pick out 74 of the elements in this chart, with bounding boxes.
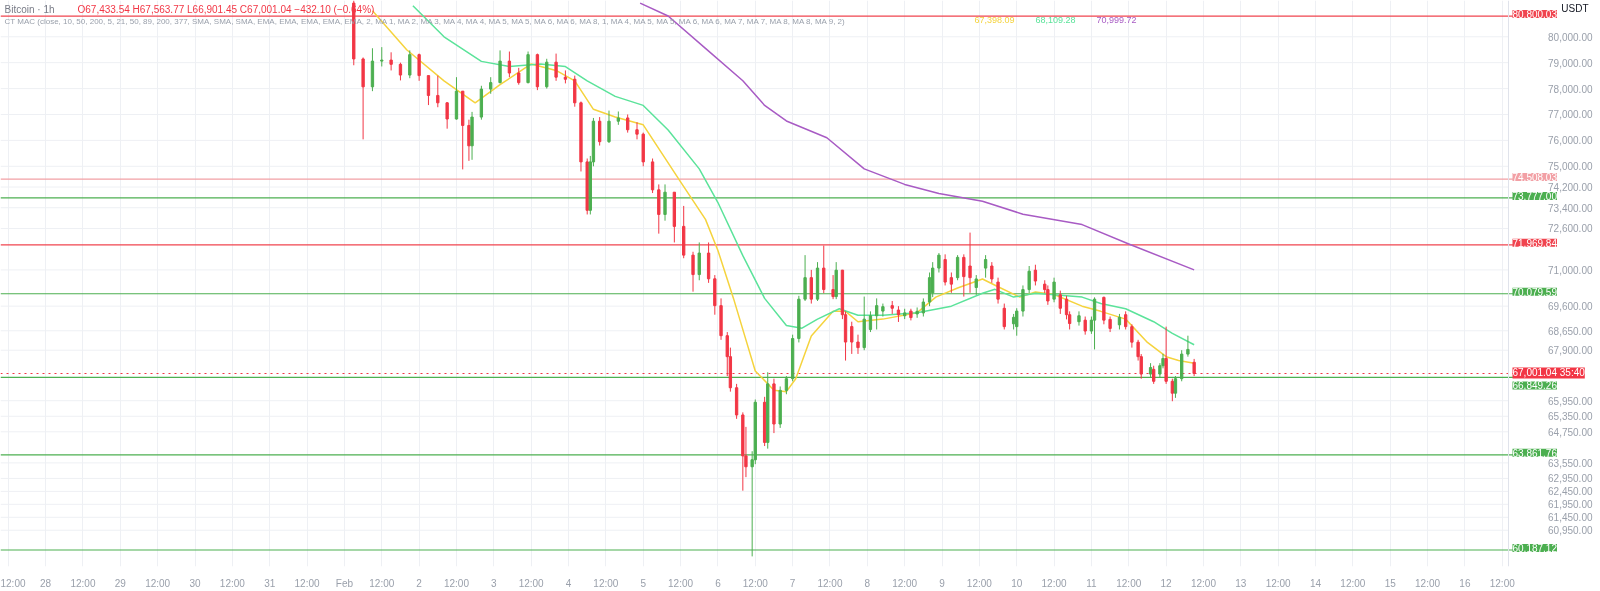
x-tick-label: 12:00 xyxy=(70,577,96,589)
x-tick-label: 12:00 xyxy=(1041,577,1068,589)
x-tick-label: 12:00 xyxy=(668,577,694,589)
y-tick-label: 69,600.00 xyxy=(1548,301,1593,313)
y-tick-label: 68,650.00 xyxy=(1548,325,1593,337)
x-tick-label: 30 xyxy=(189,577,202,589)
x-tick-label: Feb xyxy=(335,577,354,589)
x-tick-label: 4 xyxy=(565,577,572,589)
x-tick-label: 12:00 xyxy=(443,577,470,589)
x-tick-label: 15 xyxy=(1384,577,1397,589)
x-tick-label: 10 xyxy=(1011,577,1023,589)
x-tick-label: 12:00 xyxy=(0,577,26,589)
ref-line-label: 67,001.04 35:40 xyxy=(1512,367,1586,379)
y-tick-label: 79,000.00 xyxy=(1548,57,1593,69)
x-tick-label: 12 xyxy=(1160,577,1173,589)
text: 67,398.09 xyxy=(974,14,1015,25)
y-tick-label: 65,950.00 xyxy=(1548,395,1593,407)
ref-line-label: 71,969.84 xyxy=(1512,237,1558,249)
x-tick-label: 9 xyxy=(939,577,946,589)
x-tick-label: 11 xyxy=(1086,577,1098,589)
x-tick-label: 12:00 xyxy=(892,577,918,589)
y-tick-label: 67,900.00 xyxy=(1548,345,1593,357)
x-tick-label: 12:00 xyxy=(1116,577,1142,589)
x-tick-label: 12:00 xyxy=(1265,577,1292,589)
y-tick-label: 71,000.00 xyxy=(1548,264,1593,276)
y-tick-label: 62,950.00 xyxy=(1548,473,1593,485)
x-tick-label: 3 xyxy=(491,577,498,589)
x-tick-label: 6 xyxy=(715,577,722,589)
x-tick-label: 12:00 xyxy=(219,577,246,589)
y-tick-label: 62,450.00 xyxy=(1548,486,1593,498)
x-tick-label: 8 xyxy=(864,577,871,589)
x-tick-label: 14 xyxy=(1309,577,1322,589)
y-tick-label: 61,450.00 xyxy=(1548,512,1593,524)
x-tick-label: 12:00 xyxy=(1415,577,1441,589)
x-tick-label: 28 xyxy=(40,577,52,589)
x-tick-label: 12:00 xyxy=(369,577,395,589)
y-tick-label: 77,000.00 xyxy=(1548,109,1593,121)
x-tick-label: 12:00 xyxy=(1340,577,1366,589)
ref-line-label: 66,849.26 xyxy=(1512,380,1558,392)
y-tick-label: 63,550.00 xyxy=(1548,457,1593,469)
ref-line-label: 60,187.12 xyxy=(1512,543,1558,554)
ref-line-label: 70,079.59 xyxy=(1512,286,1558,298)
y-axis-title: USDT xyxy=(1561,2,1589,14)
x-tick-label: 31 xyxy=(264,577,276,589)
y-tick-label: 73,400.00 xyxy=(1548,202,1593,214)
y-tick-label: 60,950.00 xyxy=(1548,525,1593,537)
x-tick-label: 5 xyxy=(640,577,647,589)
x-tick-label: 12:00 xyxy=(742,577,769,589)
ref-line-label: 73,777.00 xyxy=(1512,190,1558,202)
x-tick-label: 7 xyxy=(789,577,796,589)
y-tick-label: 61,950.00 xyxy=(1548,499,1593,511)
chart-title: Bitcoin · 1h xyxy=(4,3,55,15)
x-tick-label: 12:00 xyxy=(145,577,171,589)
y-tick-label: 76,000.00 xyxy=(1548,135,1593,147)
x-tick-label: 13 xyxy=(1235,577,1247,589)
y-tick-label: 65,350.00 xyxy=(1548,411,1593,423)
x-tick-label: 12:00 xyxy=(1190,577,1217,589)
x-tick-label: 12:00 xyxy=(518,577,545,589)
text: 70,999.72 xyxy=(1096,14,1137,25)
x-tick-label: 29 xyxy=(114,577,127,589)
y-tick-label: 78,000.00 xyxy=(1548,83,1593,95)
y-tick-label: 72,600.00 xyxy=(1548,223,1593,235)
x-tick-label: 12:00 xyxy=(294,577,321,589)
text: 68,109.28 xyxy=(1035,14,1076,25)
y-tick-label: 80,000.00 xyxy=(1548,31,1593,43)
x-tick-label: 16 xyxy=(1459,577,1471,589)
y-tick-label: 64,750.00 xyxy=(1548,426,1593,438)
x-tick-label: 12:00 xyxy=(593,577,619,589)
y-tick-label: 75,000.00 xyxy=(1548,161,1593,173)
x-tick-label: 12:00 xyxy=(1489,577,1516,589)
x-tick-label: 12:00 xyxy=(966,577,993,589)
x-tick-label: 2 xyxy=(416,577,423,589)
ref-line-label: 80,800.03 xyxy=(1512,9,1558,21)
x-tick-label: 12:00 xyxy=(817,577,843,589)
